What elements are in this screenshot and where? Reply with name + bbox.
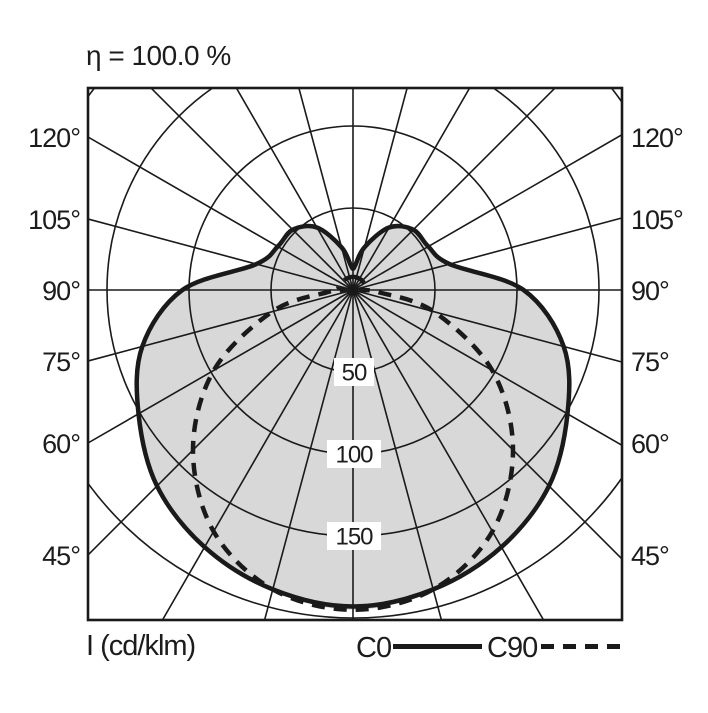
legend-c0-solid-line-sample bbox=[393, 644, 482, 649]
angle-label-left-45: 45° bbox=[42, 541, 80, 571]
ring-label-150: 150 bbox=[335, 524, 373, 551]
radial-axis-unit-label: I (cd/klm) bbox=[86, 630, 196, 662]
grid-spoke-300 bbox=[88, 289, 354, 444]
ring-label-box-150 bbox=[327, 522, 381, 550]
angle-label-right-75: 75° bbox=[631, 347, 669, 377]
angle-label-right-90: 90° bbox=[631, 276, 669, 306]
grid-spoke-255 bbox=[88, 218, 354, 291]
ring-label-box-100 bbox=[327, 440, 381, 468]
ring-label-100: 100 bbox=[335, 442, 373, 469]
angle-label-left-105: 105° bbox=[28, 205, 80, 235]
grid-spoke-285 bbox=[88, 289, 354, 362]
ring-label-50: 50 bbox=[342, 360, 367, 387]
angle-label-left-120: 120° bbox=[28, 123, 80, 153]
angle-label-left-90: 90° bbox=[42, 276, 80, 306]
angle-label-left-60: 60° bbox=[42, 429, 80, 459]
angle-label-left-75: 75° bbox=[42, 347, 80, 377]
grid-spoke-60 bbox=[352, 289, 622, 447]
legend-c90-label: C90 bbox=[487, 632, 538, 664]
grid-spoke-105 bbox=[352, 217, 622, 291]
grid-spoke-45 bbox=[352, 289, 622, 561]
grid-spoke-315 bbox=[88, 289, 354, 557]
c90-curve bbox=[190, 274, 516, 613]
angle-label-right-105: 105° bbox=[631, 205, 683, 235]
grid-spoke-225 bbox=[149, 88, 354, 291]
ring-label-box-50 bbox=[334, 358, 374, 386]
legend-c0-label: C0 bbox=[356, 632, 392, 664]
grid-spoke-75 bbox=[352, 289, 622, 363]
angle-label-right-45: 45° bbox=[631, 541, 669, 571]
grid-spoke-15 bbox=[352, 289, 443, 620]
grid-spoke-30 bbox=[352, 289, 545, 620]
grid-spoke-240 bbox=[88, 136, 354, 291]
grid-spoke-195 bbox=[298, 88, 354, 291]
legend-c90-dashed-line-sample bbox=[541, 644, 620, 649]
plot-frame bbox=[86, 86, 624, 622]
chart-title: η = 100.0 % bbox=[86, 40, 231, 71]
angle-label-right-60: 60° bbox=[631, 429, 669, 459]
c0-curve bbox=[134, 223, 572, 609]
angle-label-right-120: 120° bbox=[631, 123, 683, 153]
grid-spoke-120 bbox=[352, 133, 622, 291]
grid-spoke-330 bbox=[161, 289, 354, 620]
grid-spoke-345 bbox=[263, 289, 354, 620]
grid-spoke-135 bbox=[352, 88, 557, 291]
grid-spoke-165 bbox=[352, 88, 408, 291]
